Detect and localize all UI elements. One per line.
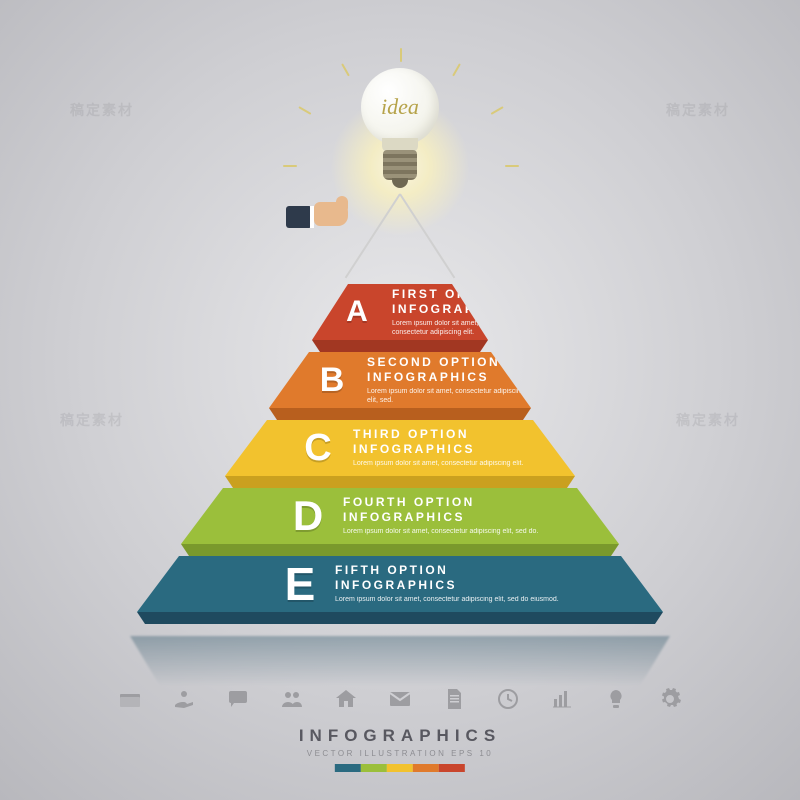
watermark: 稿定素材 — [70, 100, 134, 120]
pyramid-layer-a: AFIRST OPTIONINFOGRAPHICSLorem ipsum dol… — [312, 284, 488, 340]
watermark: 稿定素材 — [666, 100, 730, 120]
chat-icon — [225, 686, 251, 712]
layer-letter: A — [312, 295, 392, 329]
gear-icon — [657, 686, 683, 712]
infographic-stage: 稿定素材 稿定素材 稿定素材 稿定素材 sucai.gaoding.com id… — [0, 0, 800, 800]
layer-text: SECOND OPTIONINFOGRAPHICSLorem ipsum dol… — [367, 355, 531, 405]
layer-letter: B — [269, 361, 367, 400]
footer-title: INFOGRAPHICS — [299, 726, 501, 746]
clock-icon — [495, 686, 521, 712]
swatch — [439, 764, 465, 772]
document-icon — [441, 686, 467, 712]
swatch — [361, 764, 387, 772]
layer-text: FIFTH OPTIONINFOGRAPHICSLorem ipsum dolo… — [335, 563, 559, 604]
layer-text: FOURTH OPTIONINFOGRAPHICSLorem ipsum dol… — [343, 495, 538, 536]
layer-text: FIRST OPTIONINFOGRAPHICSLorem ipsum dolo… — [392, 287, 514, 337]
color-swatches — [299, 764, 501, 772]
envelope-icon — [387, 686, 413, 712]
layer-letter: D — [181, 492, 343, 540]
pyramid-chart: AFIRST OPTIONINFOGRAPHICSLorem ipsum dol… — [120, 194, 680, 634]
pyramid-layer-e: EFIFTH OPTIONINFOGRAPHICSLorem ipsum dol… — [137, 556, 663, 612]
people-icon — [279, 686, 305, 712]
watermark: 稿定素材 — [676, 410, 740, 430]
layer-letter: C — [225, 427, 353, 470]
house-icon — [333, 686, 359, 712]
idea-label: idea — [381, 94, 419, 120]
pyramid-layer-c: CTHIRD OPTIONINFOGRAPHICSLorem ipsum dol… — [225, 420, 575, 476]
footer: INFOGRAPHICS VECTOR ILLUSTRATION EPS 10 — [299, 726, 501, 772]
swatch — [335, 764, 361, 772]
footer-subtitle: VECTOR ILLUSTRATION EPS 10 — [299, 749, 501, 758]
bulb-icon — [603, 686, 629, 712]
icon-row — [117, 686, 683, 712]
layer-letter: E — [137, 557, 335, 611]
pyramid-layer-b: BSECOND OPTIONINFOGRAPHICSLorem ipsum do… — [269, 352, 531, 408]
swatch — [413, 764, 439, 772]
hand-coin-icon — [171, 686, 197, 712]
layer-text: THIRD OPTIONINFOGRAPHICSLorem ipsum dolo… — [353, 427, 523, 468]
watermark: 稿定素材 — [60, 410, 124, 430]
swatch — [387, 764, 413, 772]
bar-chart-icon — [549, 686, 575, 712]
cash-icon — [117, 686, 143, 712]
pyramid-layer-d: DFOURTH OPTIONINFOGRAPHICSLorem ipsum do… — [181, 488, 619, 544]
